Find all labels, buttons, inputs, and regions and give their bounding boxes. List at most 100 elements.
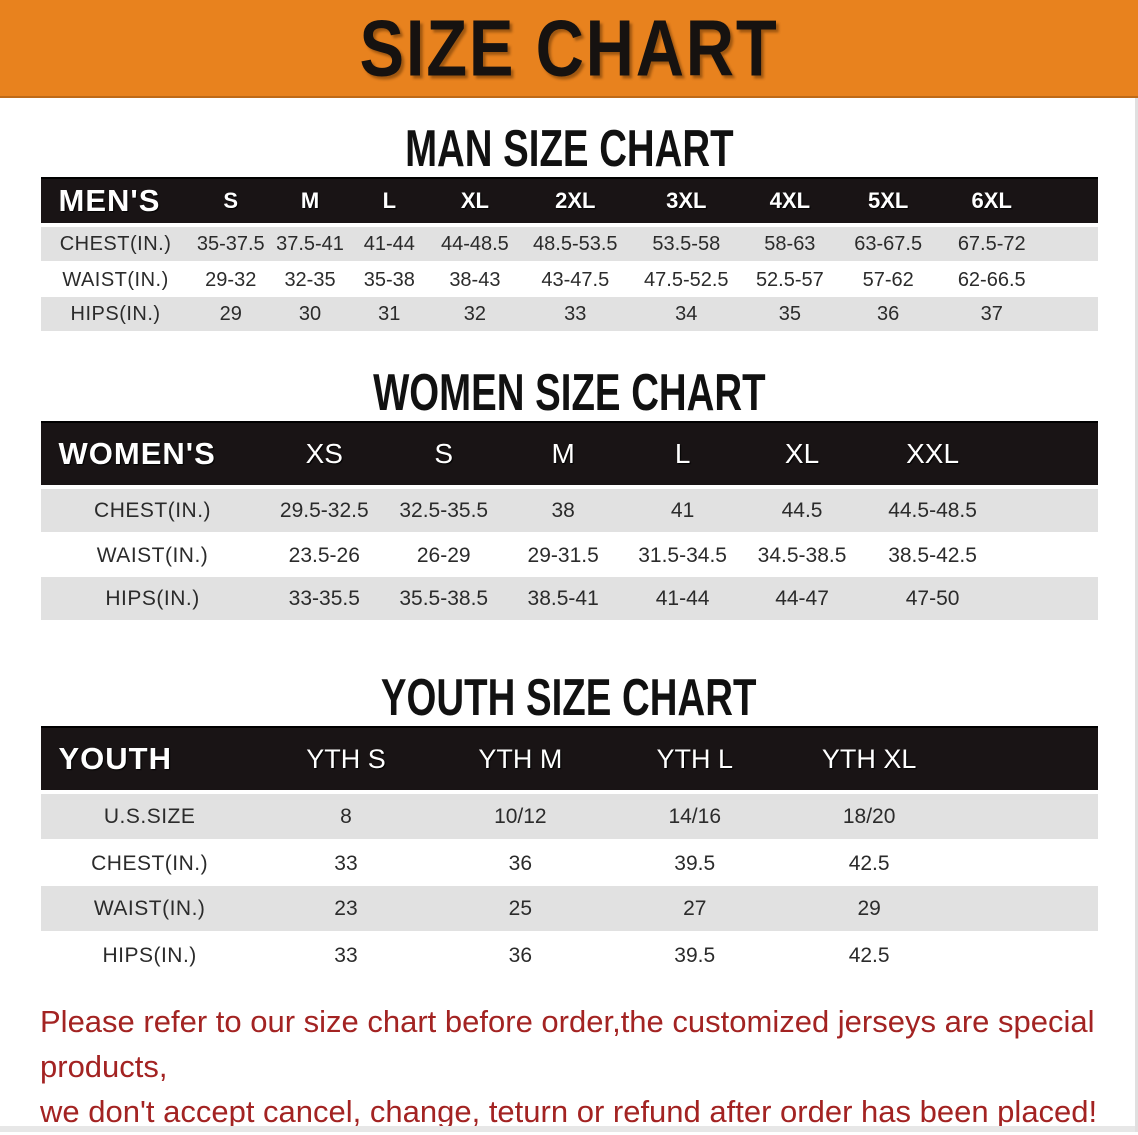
table-cell: 31.5-34.5: [622, 534, 743, 577]
column-header: 2XL: [520, 177, 631, 227]
spacer-cell: [956, 726, 1098, 794]
column-header: M: [503, 421, 623, 489]
table-cell: 38: [503, 489, 623, 534]
spacer-cell: [956, 933, 1098, 978]
column-header: 3XL: [630, 177, 743, 227]
table-cell: 35-37.5: [190, 227, 271, 263]
table-row: WAIST(IN.) 23.5-26 26-29 29-31.5 31.5-34…: [40, 534, 1098, 577]
table-cell: 39.5: [607, 841, 782, 886]
page-title: SIZE CHART: [359, 3, 779, 93]
table-row: CHEST(IN.) 33 36 39.5 42.5: [40, 841, 1098, 886]
women-header-label: WOMEN'S: [40, 421, 265, 489]
table-cell: 32: [429, 297, 521, 333]
spacer-cell: [956, 794, 1098, 841]
row-label: WAIST(IN.): [40, 534, 265, 577]
table-cell: 36: [433, 933, 608, 978]
spacer-cell: [956, 841, 1098, 886]
table-cell: 47.5-52.5: [630, 263, 743, 297]
table-cell: 67.5-72: [938, 227, 1045, 263]
men-heading-text: MAN SIZE CHART: [404, 120, 734, 179]
row-label: HIPS(IN.): [40, 577, 265, 622]
table-cell: 29-32: [190, 263, 271, 297]
table-cell: 29-31.5: [503, 534, 623, 577]
table-cell: 27: [607, 886, 782, 933]
table-row: CHEST(IN.) 35-37.5 37.5-41 41-44 44-48.5…: [40, 227, 1098, 263]
table-cell: 57-62: [837, 263, 939, 297]
table-cell: 41: [622, 489, 743, 534]
table-cell: 33: [258, 933, 434, 978]
table-cell: 44-47: [742, 577, 862, 622]
spacer-cell: [1003, 421, 1098, 489]
table-cell: 29: [781, 886, 957, 933]
table-cell: 29: [190, 297, 271, 333]
table-cell: 41-44: [349, 227, 430, 263]
table-cell: 44.5: [742, 489, 862, 534]
table-cell: 32-35: [270, 263, 350, 297]
row-label: HIPS(IN.): [40, 297, 191, 333]
spacer-cell: [1003, 577, 1098, 622]
spacer-cell: [1044, 177, 1098, 227]
table-cell: 35-38: [349, 263, 430, 297]
table-cell: 26-29: [384, 534, 504, 577]
column-header: 6XL: [938, 177, 1045, 227]
right-edge-strip: [1135, 98, 1138, 1132]
table-cell: 31: [349, 297, 430, 333]
table-cell: 42.5: [781, 933, 957, 978]
column-header: M: [270, 177, 350, 227]
table-cell: 33-35.5: [264, 577, 385, 622]
table-cell: 52.5-57: [742, 263, 838, 297]
table-row: WAIST(IN.) 29-32 32-35 35-38 38-43 43-47…: [40, 263, 1098, 297]
table-cell: 34: [630, 297, 743, 333]
row-label: HIPS(IN.): [40, 933, 259, 978]
spacer-cell: [1044, 227, 1098, 263]
table-cell: 38.5-42.5: [861, 534, 1004, 577]
table-cell: 23: [258, 886, 434, 933]
table-cell: 36: [837, 297, 939, 333]
table-cell: 44.5-48.5: [861, 489, 1004, 534]
table-cell: 35: [742, 297, 838, 333]
table-cell: 18/20: [781, 794, 957, 841]
table-cell: 41-44: [622, 577, 743, 622]
table-cell: 30: [270, 297, 350, 333]
table-cell: 44-48.5: [429, 227, 521, 263]
column-header: S: [384, 421, 504, 489]
table-cell: 23.5-26: [264, 534, 385, 577]
table-cell: 14/16: [607, 794, 782, 841]
column-header: 5XL: [837, 177, 939, 227]
youth-section-heading: YOUTH SIZE CHART: [0, 669, 1138, 728]
youth-heading-text: YOUTH SIZE CHART: [381, 669, 757, 728]
table-cell: 29.5-32.5: [264, 489, 385, 534]
table-cell: 34.5-38.5: [742, 534, 862, 577]
table-cell: 63-67.5: [837, 227, 939, 263]
column-header: YTH L: [607, 726, 782, 794]
men-size-table: MEN'S S M L XL 2XL 3XL 4XL 5XL 6XL CHEST…: [40, 177, 1098, 333]
row-label: CHEST(IN.): [40, 227, 191, 263]
spacer-cell: [956, 886, 1098, 933]
men-section-heading: MAN SIZE CHART: [0, 120, 1138, 179]
youth-header-label: YOUTH: [40, 726, 259, 794]
disclaimer-note: Please refer to our size chart before or…: [40, 1000, 1138, 1135]
women-heading-text: WOMEN SIZE CHART: [372, 364, 766, 423]
youth-size-table: YOUTH YTH S YTH M YTH L YTH XL U.S.SIZE …: [40, 726, 1098, 978]
table-cell: 38.5-41: [503, 577, 623, 622]
table-cell: 38-43: [429, 263, 521, 297]
row-label: U.S.SIZE: [40, 794, 259, 841]
table-cell: 62-66.5: [938, 263, 1045, 297]
table-cell: 37.5-41: [270, 227, 350, 263]
table-row: HIPS(IN.) 33 36 39.5 42.5: [40, 933, 1098, 978]
table-cell: 10/12: [433, 794, 608, 841]
spacer-cell: [1003, 489, 1098, 534]
table-cell: 35.5-38.5: [384, 577, 504, 622]
column-header: YTH XL: [781, 726, 957, 794]
row-label: WAIST(IN.): [40, 263, 191, 297]
women-header-row: WOMEN'S XS S M L XL XXL: [40, 421, 1098, 489]
men-header-row: MEN'S S M L XL 2XL 3XL 4XL 5XL 6XL: [40, 177, 1098, 227]
table-cell: 58-63: [742, 227, 838, 263]
table-cell: 33: [258, 841, 434, 886]
table-cell: 39.5: [607, 933, 782, 978]
table-cell: 47-50: [861, 577, 1004, 622]
disclaimer-line-1: Please refer to our size chart before or…: [40, 1004, 1095, 1084]
table-row: HIPS(IN.) 33-35.5 35.5-38.5 38.5-41 41-4…: [40, 577, 1098, 622]
table-row: HIPS(IN.) 29 30 31 32 33 34 35 36 37: [40, 297, 1098, 333]
column-header: XL: [742, 421, 862, 489]
